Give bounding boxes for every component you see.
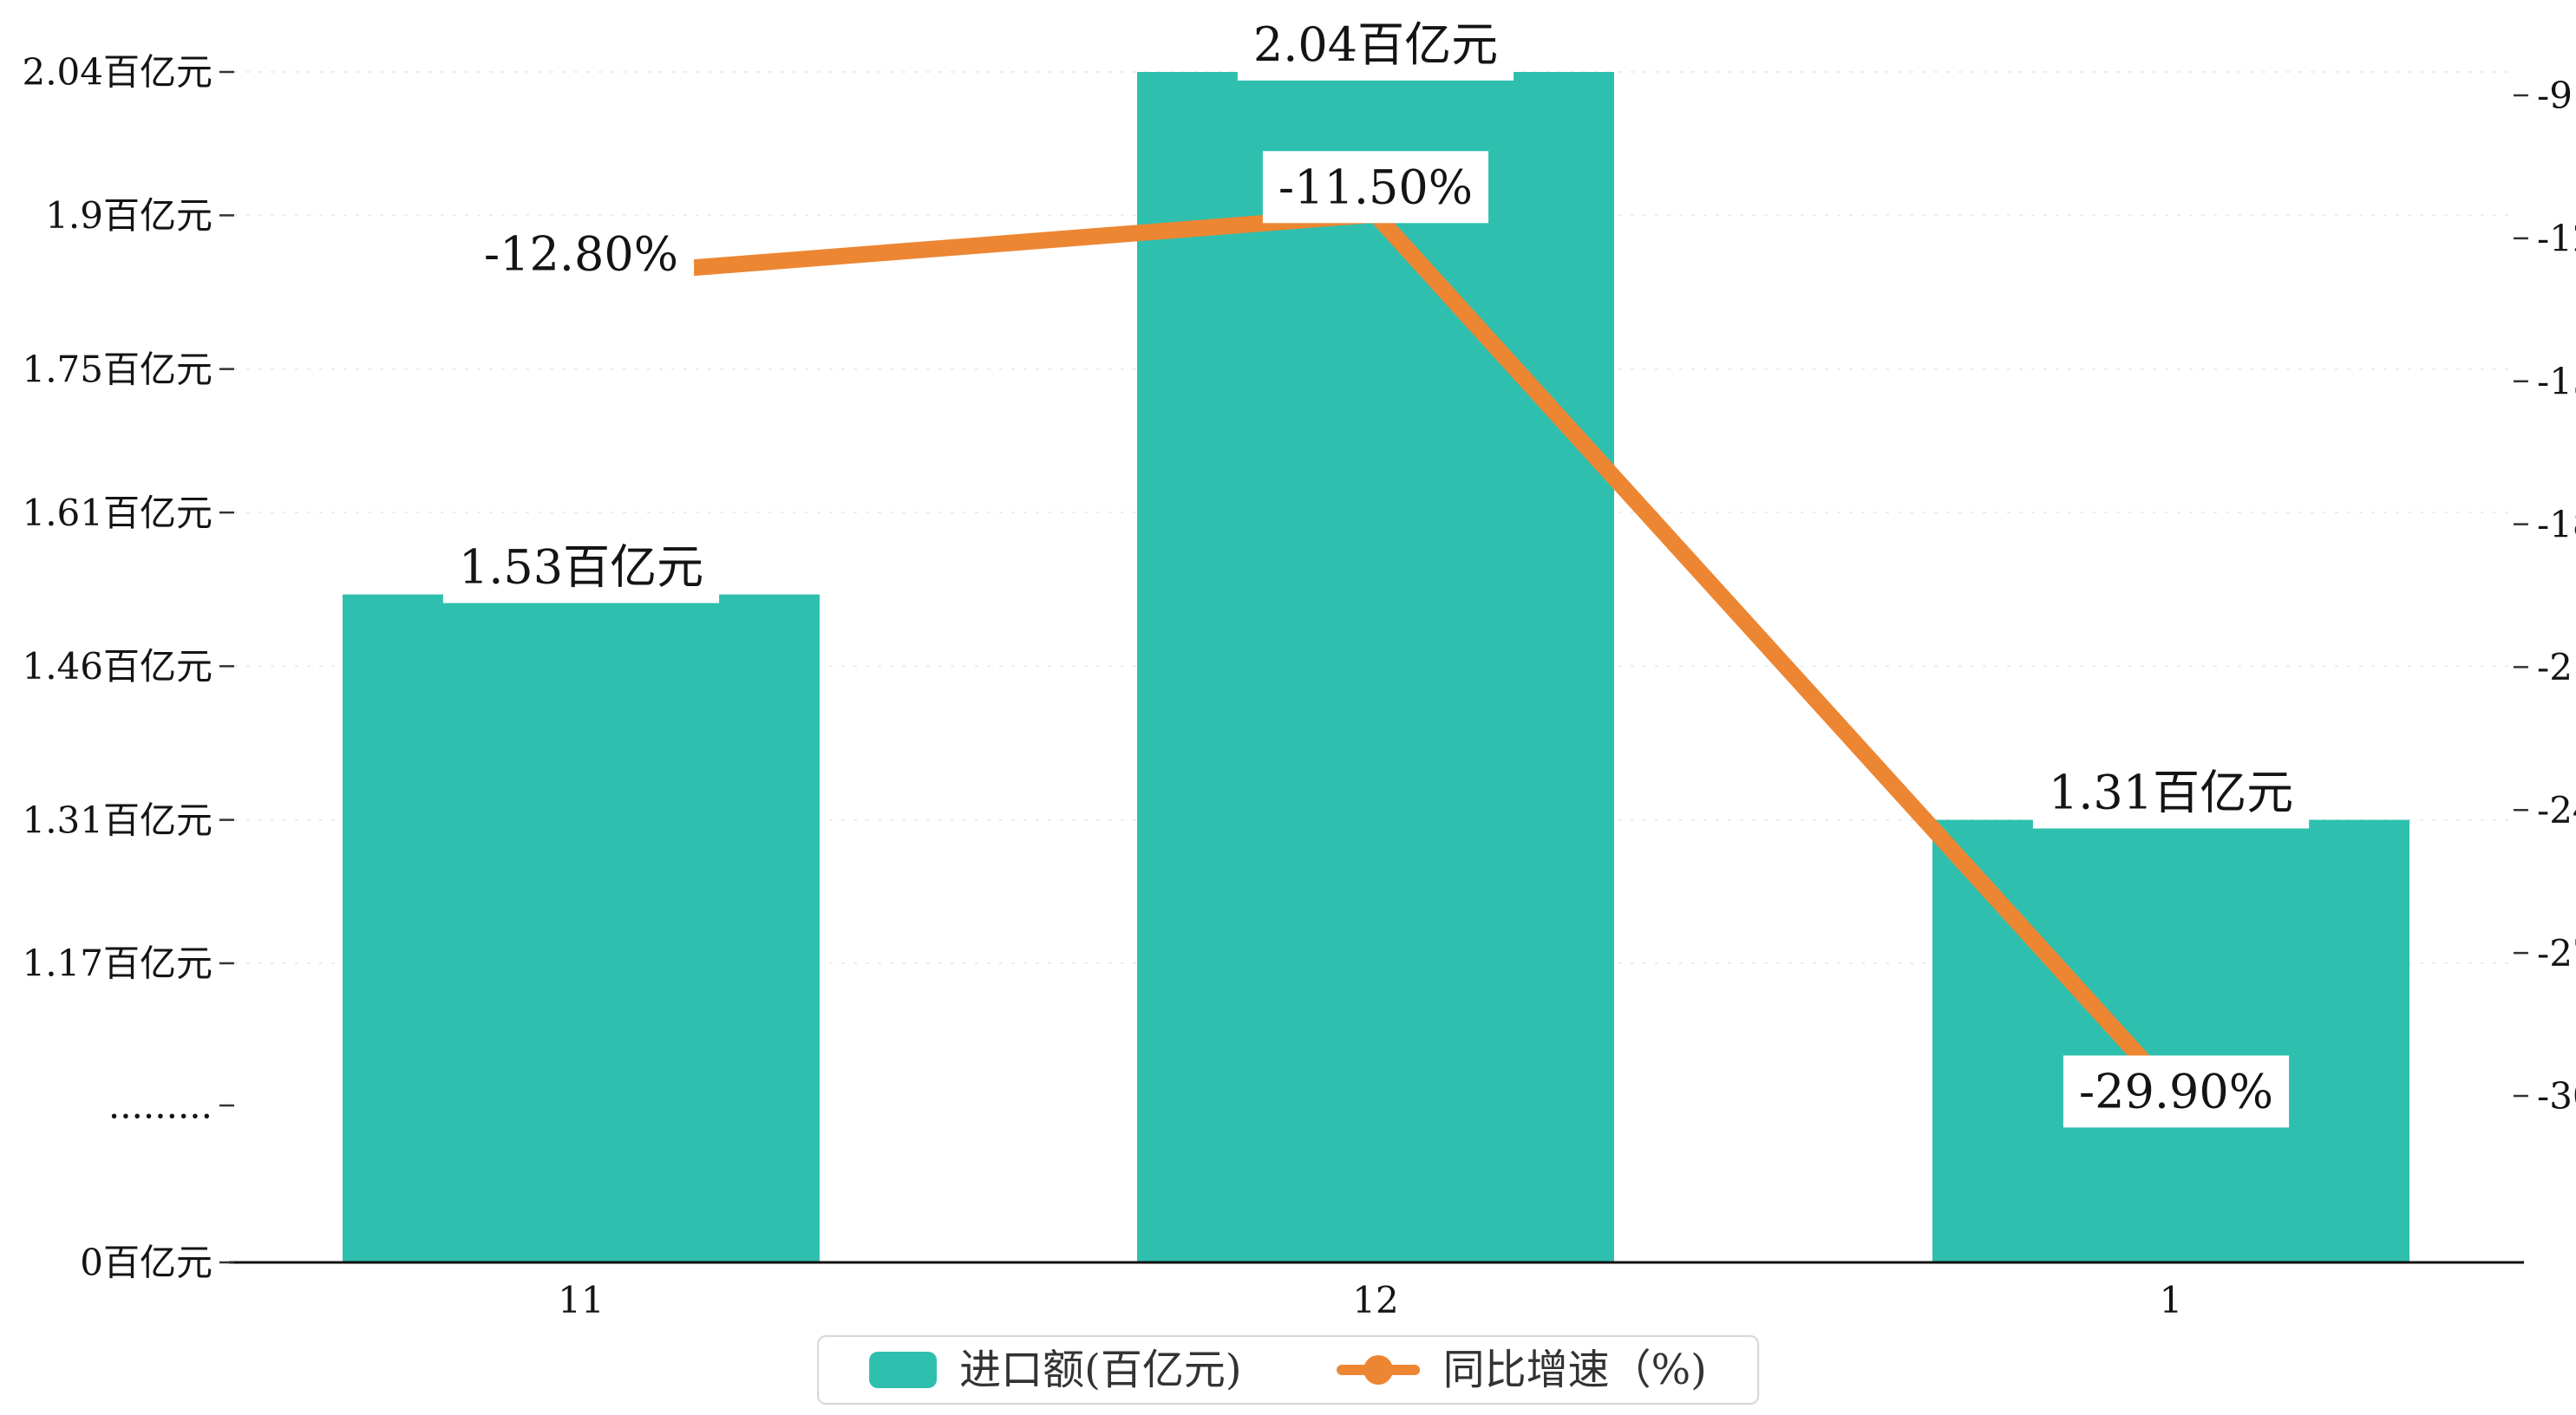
legend-label-growth: 同比增速（%) — [1442, 1346, 1707, 1394]
left-axis-tick-label: 1.9百亿元 — [45, 194, 212, 237]
line-series-dot — [1363, 1355, 1394, 1385]
left-axis-tick-label: 1.61百亿元 — [22, 492, 212, 534]
line-value-label-bg — [2063, 1055, 2290, 1128]
x-axis-category-label: 1 — [2160, 1279, 2183, 1321]
right-axis-tick-label: -9 — [2537, 75, 2573, 117]
bar — [1932, 819, 2409, 1262]
bar-value-label: 1.31百亿元 — [2049, 765, 2293, 819]
right-axis-tick-label: -21 — [2537, 646, 2576, 688]
bar-value-label: 1.53百亿元 — [459, 540, 703, 595]
bar — [343, 594, 820, 1262]
left-axis-tick-label: 0百亿元 — [80, 1242, 212, 1284]
left-axis-tick-label: 2.04百亿元 — [22, 51, 212, 94]
bar-value-label-bg — [442, 531, 720, 603]
line-value-label-bg — [1262, 151, 1489, 224]
bar-value-label-bg — [2032, 756, 2310, 829]
bar-series-swatch — [869, 1352, 938, 1388]
left-axis-tick-label: 1.17百亿元 — [22, 942, 212, 985]
right-axis-tick-label: -12 — [2537, 218, 2576, 260]
bar — [1137, 72, 1614, 1262]
bar-value-label-bg — [1237, 8, 1514, 81]
left-axis-tick-label: 1.46百亿元 — [22, 645, 212, 688]
right-axis-tick-label: -18 — [2537, 503, 2576, 545]
left-axis-tick-label: 1.75百亿元 — [22, 348, 212, 390]
legend-item-growth[interactable]: 同比增速（%) — [1337, 1349, 1707, 1391]
left-axis-tick-label: ......... — [108, 1085, 212, 1127]
legend: 进口额(百亿元) 同比增速（%) — [817, 1335, 1759, 1405]
right-axis-tick-label: -30 — [2537, 1075, 2576, 1118]
bar-value-label: 2.04百亿元 — [1253, 17, 1498, 72]
right-axis-tick-label: -27 — [2537, 932, 2576, 975]
right-axis-tick-label: -15 — [2537, 360, 2576, 402]
line-value-label: -11.50% — [1278, 160, 1473, 214]
line-value-label: -29.90% — [2079, 1064, 2273, 1118]
line-series-marker — [1337, 1355, 1421, 1385]
legend-label-imports: 进口额(百亿元) — [959, 1346, 1242, 1394]
legend-item-imports[interactable]: 进口额(百亿元) — [869, 1346, 1242, 1394]
left-axis-tick-label: 1.31百亿元 — [22, 799, 212, 841]
x-axis-category-label: 11 — [558, 1279, 604, 1321]
x-axis-category-label: 12 — [1352, 1279, 1398, 1321]
right-axis-tick-label: -24 — [2537, 789, 2576, 831]
line-value-label-bg — [467, 218, 695, 290]
line-value-label: -12.80% — [484, 227, 678, 282]
